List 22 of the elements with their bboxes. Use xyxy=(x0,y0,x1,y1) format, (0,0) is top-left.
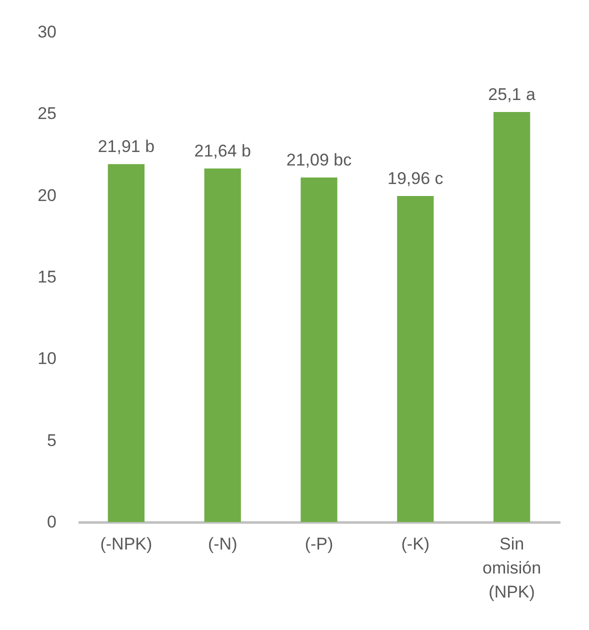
data-label: 21,64 b xyxy=(194,142,251,161)
bar xyxy=(397,196,434,522)
y-tick-label: 30 xyxy=(38,22,56,42)
data-label: 21,91 b xyxy=(98,137,155,156)
x-tick-label: (-P) xyxy=(304,534,334,554)
bar xyxy=(300,178,338,522)
x-tick-label: (-N) xyxy=(208,534,238,554)
bar xyxy=(204,168,241,522)
data-label: 19,96 c xyxy=(388,168,444,188)
x-tick-label: (-K) xyxy=(401,534,430,554)
y-tick-label: 0 xyxy=(47,512,56,532)
y-tick-label: 10 xyxy=(38,349,56,368)
y-tick-label: 25 xyxy=(38,104,56,124)
x-tick-label: Sin omisión (NPK) xyxy=(482,534,542,602)
data-label: 21,09 bc xyxy=(286,150,352,170)
y-tick-label: 15 xyxy=(38,268,56,286)
bar xyxy=(108,164,145,522)
x-tick-label: (-NPK) xyxy=(100,534,152,554)
bar xyxy=(493,112,530,522)
y-tick-label: 5 xyxy=(47,430,56,450)
data-label: 25,1 a xyxy=(488,85,536,104)
y-tick-label: 20 xyxy=(38,186,56,205)
